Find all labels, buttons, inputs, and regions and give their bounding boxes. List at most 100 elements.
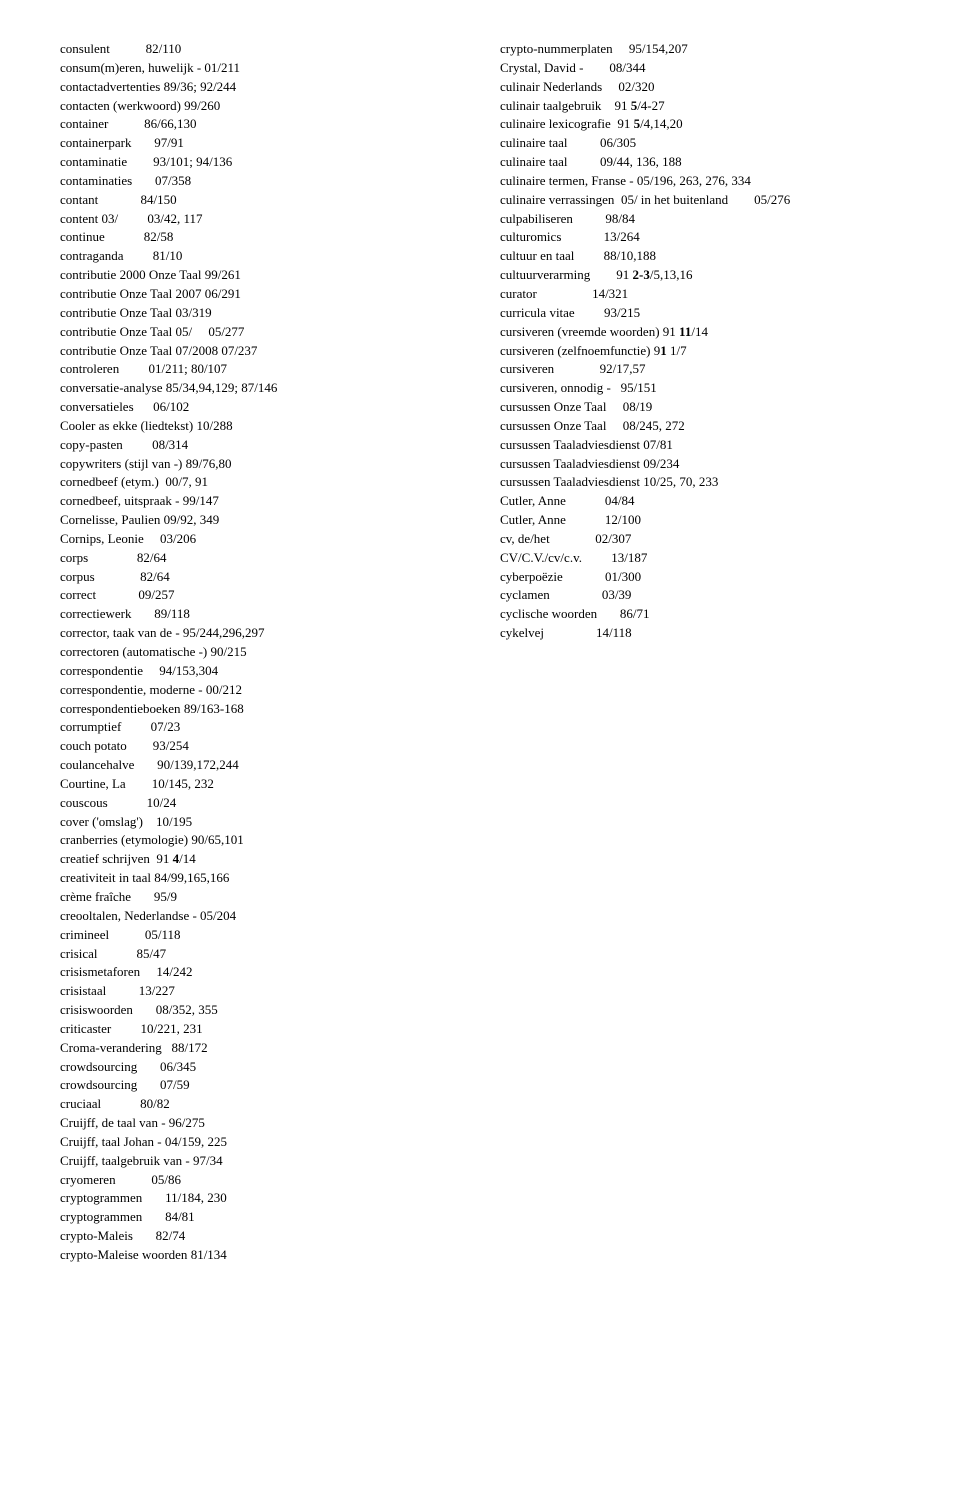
entry-term: conversatieles <box>60 399 153 414</box>
entry-reference: 97/34 <box>193 1153 223 1168</box>
index-entry: contactadvertenties 89/36; 92/244 <box>60 78 460 97</box>
entry-term: copywriters (stijl van -) <box>60 456 186 471</box>
entry-term: cyberpoëzie <box>500 569 605 584</box>
index-entry: criticaster 10/221, 231 <box>60 1020 460 1039</box>
entry-term: creatief schrijven <box>60 851 156 866</box>
index-entry: cryomeren 05/86 <box>60 1171 460 1190</box>
entry-reference: 94/153,304 <box>159 663 218 678</box>
entry-term: corrector, taak van de - <box>60 625 183 640</box>
entry-term: cursussen Taaladviesdienst <box>500 456 643 471</box>
entry-term: containerpark <box>60 135 154 150</box>
index-entry: contributie Onze Taal 05/ 05/277 <box>60 323 460 342</box>
entry-reference: 93/101; 94/136 <box>153 154 232 169</box>
entry-term: cv, de/het <box>500 531 595 546</box>
entry-term: cultuur en taal <box>500 248 604 263</box>
entry-term: Cutler, Anne <box>500 512 605 527</box>
entry-reference: 14/321 <box>592 286 628 301</box>
entry-reference: 13/264 <box>604 229 640 244</box>
index-entry: cykelvej 14/118 <box>500 624 900 643</box>
entry-reference: 05/ in het buitenland 05/276 <box>621 192 790 207</box>
entry-reference: 10/221, 231 <box>141 1021 203 1036</box>
entry-term: Cruijff, taalgebruik van - <box>60 1153 193 1168</box>
index-entry: cyberpoëzie 01/300 <box>500 568 900 587</box>
entry-term: culinair taalgebruik <box>500 98 614 113</box>
index-entry: Cutler, Anne 12/100 <box>500 511 900 530</box>
index-entry: couch potato 93/254 <box>60 737 460 756</box>
entry-reference: 91 2-3/5,13,16 <box>616 267 692 282</box>
entry-term: couch potato <box>60 738 153 753</box>
index-entry: corpus 82/64 <box>60 568 460 587</box>
entry-reference: 02/307 <box>595 531 631 546</box>
entry-term: culinaire taal <box>500 135 600 150</box>
entry-term: corrumptief <box>60 719 151 734</box>
index-entry: correspondentieboeken 89/163-168 <box>60 700 460 719</box>
index-entry: copy-pasten 08/314 <box>60 436 460 455</box>
entry-term: consulent <box>60 41 146 56</box>
entry-term: cursussen Taaladviesdienst <box>500 474 643 489</box>
index-entry: contant 84/150 <box>60 191 460 210</box>
entry-term: cursiveren, onnodig - <box>500 380 621 395</box>
left-column: consulent 82/110consum(m)eren, huwelijk … <box>60 40 460 1265</box>
index-entry: culinaire verrassingen 05/ in het buiten… <box>500 191 900 210</box>
index-entry: cranberries (etymologie) 90/65,101 <box>60 831 460 850</box>
index-entry: corps 82/64 <box>60 549 460 568</box>
entry-term: cursiveren <box>500 361 600 376</box>
index-entry: contraganda 81/10 <box>60 247 460 266</box>
index-entry: contacten (werkwoord) 99/260 <box>60 97 460 116</box>
entry-term: Courtine, La <box>60 776 152 791</box>
index-entry: cursiveren (zelfnoemfunctie) 91 1/7 <box>500 342 900 361</box>
entry-reference: 05/86 <box>151 1172 181 1187</box>
entry-term: cryptogrammen <box>60 1190 165 1205</box>
entry-reference: 12/100 <box>605 512 641 527</box>
entry-term: correct <box>60 587 138 602</box>
entry-reference: 91 5/4-27 <box>614 98 664 113</box>
index-entry: cursiveren 92/17,57 <box>500 360 900 379</box>
entry-term: crisistaal <box>60 983 139 998</box>
entry-term: cursiveren (vreemde woorden) <box>500 324 663 339</box>
entry-term: contributie Onze Taal <box>60 343 175 358</box>
index-entry: cursussen Taaladviesdienst 07/81 <box>500 436 900 455</box>
entry-term: criticaster <box>60 1021 141 1036</box>
entry-reference: 14/118 <box>596 625 632 640</box>
index-entry: crisiswoorden 08/352, 355 <box>60 1001 460 1020</box>
entry-term: contributie Onze Taal <box>60 324 175 339</box>
entry-reference: 10/24 <box>147 795 177 810</box>
entry-term: curricula vitae <box>500 305 604 320</box>
index-entry: cruciaal 80/82 <box>60 1095 460 1114</box>
index-entry: Cruijff, de taal van - 96/275 <box>60 1114 460 1133</box>
entry-term: cyclamen <box>500 587 602 602</box>
entry-reference: 14/242 <box>156 964 192 979</box>
index-entry: crypto-Maleis 82/74 <box>60 1227 460 1246</box>
entry-term: Cornelisse, Paulien <box>60 512 164 527</box>
entry-reference: 88/10,188 <box>604 248 656 263</box>
entry-reference: 82/58 <box>144 229 174 244</box>
index-entry: cyclische woorden 86/71 <box>500 605 900 624</box>
entry-reference: 90/139,172,244 <box>157 757 239 772</box>
entry-term: culpabiliseren <box>500 211 605 226</box>
entry-reference: 11/184, 230 <box>165 1190 227 1205</box>
index-entry: crème fraîche 95/9 <box>60 888 460 907</box>
index-entry: contributie Onze Taal 03/319 <box>60 304 460 323</box>
index-entry: consulent 82/110 <box>60 40 460 59</box>
index-entry: curricula vitae 93/215 <box>500 304 900 323</box>
entry-reference: 07/2008 07/237 <box>175 343 257 358</box>
entry-reference: 92/17,57 <box>600 361 646 376</box>
entry-reference: 99/261 <box>205 267 241 282</box>
entry-term: cryptogrammen <box>60 1209 165 1224</box>
index-entry: consum(m)eren, huwelijk - 01/211 <box>60 59 460 78</box>
entry-reference: 95/9 <box>154 889 177 904</box>
index-entry: crowdsourcing 06/345 <box>60 1058 460 1077</box>
entry-reference: 00/212 <box>206 682 242 697</box>
entry-term: culturomics <box>500 229 604 244</box>
entry-term: crisismetaforen <box>60 964 156 979</box>
index-entry: Cooler as ekke (liedtekst) 10/288 <box>60 417 460 436</box>
entry-reference: 91 5/4,14,20 <box>617 116 682 131</box>
index-entry: crisical 85/47 <box>60 945 460 964</box>
entry-term: Crystal, David - <box>500 60 609 75</box>
index-entry: Cornips, Leonie 03/206 <box>60 530 460 549</box>
entry-reference: 07/81 <box>643 437 673 452</box>
entry-reference: 89/163-168 <box>184 701 244 716</box>
entry-reference: 13/187 <box>611 550 647 565</box>
right-column: crypto-nummerplaten 95/154,207Crystal, D… <box>500 40 900 1265</box>
entry-reference: 09/234 <box>643 456 679 471</box>
